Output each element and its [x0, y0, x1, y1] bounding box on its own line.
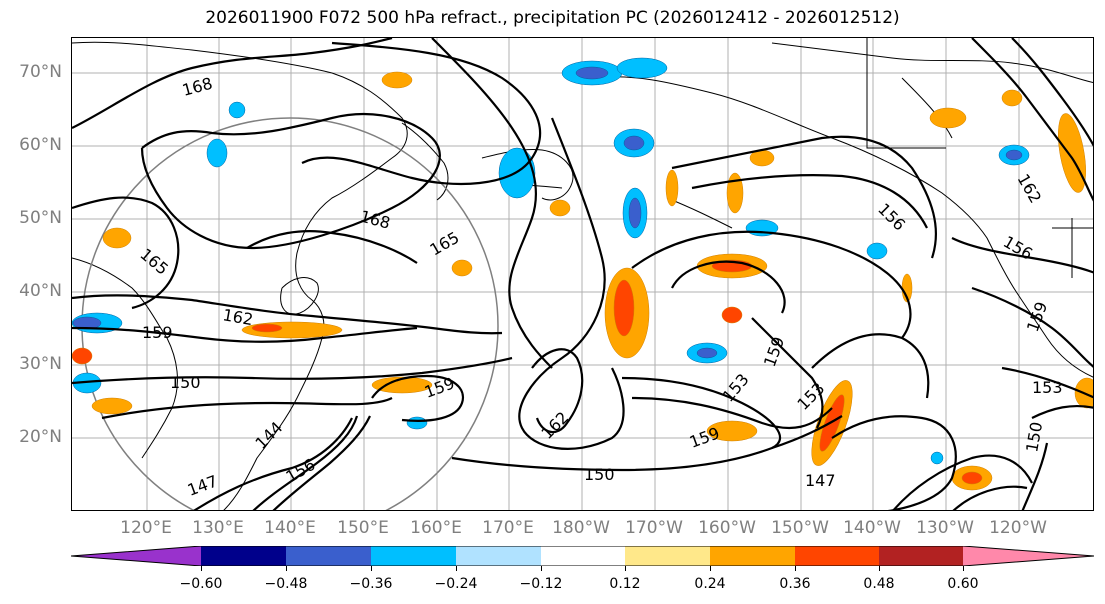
colorbar-tick-neg024: −0.24: [434, 576, 478, 592]
lat-label-50n: 50°N: [19, 208, 62, 228]
colorbar-tick-pos012: 0.12: [609, 576, 641, 592]
colorbar-tickline-9: [963, 566, 964, 571]
lon-label-170e: 170°E: [482, 518, 534, 538]
lon-label-120e: 120°E: [120, 518, 172, 538]
lon-label-120w: 120°W: [989, 518, 1047, 538]
colorbar-tickline-5: [625, 566, 626, 571]
lon-label-130w: 130°W: [916, 518, 974, 538]
colorbar-segment-10: [963, 546, 1094, 566]
lat-label-70n: 70°N: [19, 62, 62, 82]
colorbar-segment-1: [201, 546, 286, 566]
coastlines: [72, 38, 1093, 510]
contour-label-156-c: 156: [1000, 232, 1036, 264]
colorbar-segment-0: [71, 546, 201, 566]
colorbar-tickline-1: [286, 566, 287, 571]
contour-label-162-a: 162: [221, 305, 254, 329]
contour-label-159-a: 159: [142, 323, 173, 342]
colorbar-tick-pos024: 0.24: [694, 576, 726, 592]
precip-negative: [72, 57, 1030, 465]
contour-label-150-c: 150: [1022, 420, 1046, 453]
contour-label-168-a: 168: [180, 74, 214, 100]
colorbar-segment-4: [456, 546, 541, 566]
contour-label-153-a: 153: [719, 370, 753, 406]
contour-label-165-b: 165: [136, 245, 172, 279]
colorbar-tickline-2: [371, 566, 372, 571]
contour-label-165-a: 165: [427, 228, 463, 260]
colorbar-segment-9: [879, 546, 963, 566]
colorbar-tick-pos036: 0.36: [779, 576, 811, 592]
lon-label-140e: 140°E: [264, 518, 316, 538]
colorbar-tick-neg036: −0.36: [349, 576, 393, 592]
colorbar-segment-5: [541, 546, 625, 566]
contour-label-150-b: 150: [584, 465, 615, 484]
colorbar-tick-pos048: 0.48: [863, 576, 895, 592]
contour-labels: 168 168 165 165 162 159 150 144 147 156 …: [136, 74, 1062, 500]
colorbar-segment-7: [710, 546, 795, 566]
refractivity-contours: [72, 38, 1093, 510]
contour-label-159-c: 159: [687, 423, 722, 451]
lat-label-30n: 30°N: [19, 354, 62, 374]
colorbar-segment-6: [625, 546, 710, 566]
colorbar-tick-pos060: 0.60: [947, 576, 979, 592]
lon-label-140w: 140°W: [843, 518, 901, 538]
colorbar-segment-3: [371, 546, 456, 566]
lon-label-160e: 160°E: [410, 518, 462, 538]
colorbar-tick-neg048: −0.48: [264, 576, 308, 592]
contour-label-162-c: 162: [1014, 171, 1046, 207]
colorbar-tick-neg012: −0.12: [519, 576, 563, 592]
lon-label-150e: 150°E: [337, 518, 389, 538]
lon-label-160w: 160°W: [698, 518, 756, 538]
contour-label-144: 144: [251, 418, 286, 453]
lat-label-20n: 20°N: [19, 427, 62, 447]
lat-label-60n: 60°N: [19, 135, 62, 155]
map-canvas: 168 168 165 165 162 159 150 144 147 156 …: [72, 38, 1093, 510]
colorbar-tickline-7: [795, 566, 796, 571]
colorbar-segment-2: [286, 546, 371, 566]
contour-label-159-d: 159: [760, 334, 788, 369]
colorbar-tickline-6: [710, 566, 711, 571]
colorbar-tickline-0: [201, 566, 202, 571]
colorbar-segment-8: [795, 546, 879, 566]
contour-label-147-b: 147: [805, 471, 836, 490]
contour-label-156-b: 156: [874, 199, 909, 234]
contour-label-150-a: 150: [170, 373, 201, 392]
colorbar-tick-neg060: −0.60: [179, 576, 223, 592]
lon-label-150w: 150°W: [771, 518, 829, 538]
lon-label-180w: 180°W: [552, 518, 610, 538]
lat-label-40n: 40°N: [19, 281, 62, 301]
colorbar: [71, 546, 1094, 566]
contour-label-159-e: 159: [1023, 299, 1051, 334]
map-title: 2026011900 F072 500 hPa refract., precip…: [205, 8, 900, 28]
colorbar-tickline-8: [879, 566, 880, 571]
lon-label-170w: 170°W: [625, 518, 683, 538]
graticule: [72, 38, 1093, 510]
contour-label-147-a: 147: [185, 471, 220, 499]
lon-label-130e: 130°E: [192, 518, 244, 538]
colorbar-tickline-4: [541, 566, 542, 571]
map-panel[interactable]: 168 168 165 165 162 159 150 144 147 156 …: [71, 37, 1094, 511]
contour-label-159-b: 159: [422, 373, 457, 401]
contour-label-153-c: 153: [1032, 378, 1063, 397]
colorbar-tickline-3: [456, 566, 457, 571]
